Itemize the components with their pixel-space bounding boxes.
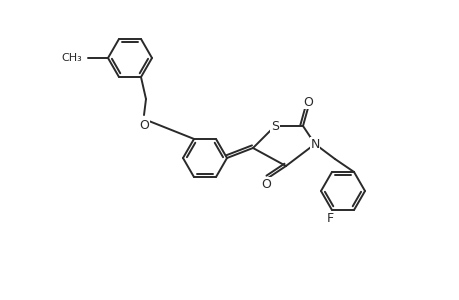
- Text: F: F: [326, 212, 333, 225]
- Text: N: N: [310, 137, 319, 151]
- Text: O: O: [261, 178, 270, 190]
- Text: O: O: [302, 95, 312, 109]
- Text: O: O: [139, 119, 149, 132]
- Text: CH₃: CH₃: [61, 53, 82, 63]
- Text: S: S: [270, 119, 279, 133]
